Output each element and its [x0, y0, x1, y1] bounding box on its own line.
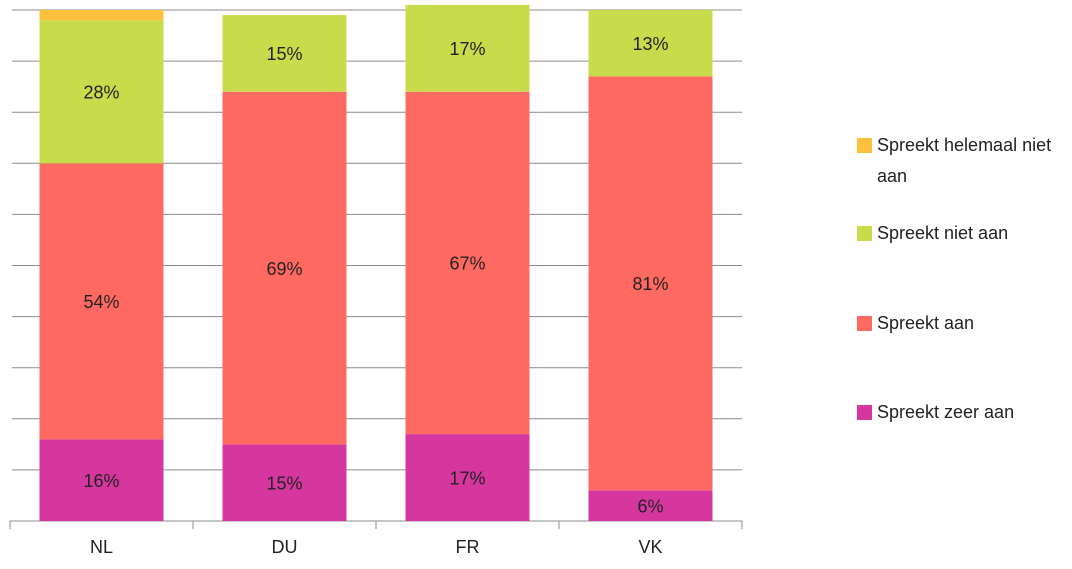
data-label: 17% — [449, 39, 485, 59]
x-tick-label: FR — [456, 537, 480, 557]
legend-label: Spreekt zeer aan — [877, 402, 1015, 422]
bar-segment — [405, 434, 530, 521]
x-tick-label: NL — [90, 537, 113, 557]
legend-swatch — [857, 316, 872, 331]
data-label: 13% — [632, 34, 668, 54]
legend-item: Spreekt aan — [857, 308, 1069, 339]
bar-segment — [222, 444, 347, 521]
legend-item: Spreekt niet aan — [857, 218, 1069, 249]
legend-label: Spreekt helemaal niet aan — [877, 135, 1052, 186]
legend-item: Spreekt zeer aan — [857, 397, 1069, 428]
data-label: 54% — [83, 292, 119, 312]
bar-segment — [222, 15, 347, 92]
data-label: 15% — [266, 44, 302, 64]
legend-item: Spreekt helemaal niet aan — [857, 130, 1069, 192]
bar-segment — [222, 91, 347, 445]
bar-segment — [588, 76, 713, 491]
data-label: 81% — [632, 274, 668, 294]
data-label: 16% — [83, 471, 119, 491]
bar-segment — [588, 10, 713, 77]
bar-segment — [39, 439, 164, 521]
legend-label: Spreekt niet aan — [877, 223, 1009, 243]
data-label: 6% — [637, 496, 663, 516]
bar-segment — [39, 10, 164, 21]
data-label: 69% — [266, 259, 302, 279]
bar-segment — [39, 20, 164, 164]
data-label: 15% — [266, 473, 302, 493]
bar-segment — [405, 91, 530, 435]
legend-label: Spreekt aan — [877, 313, 975, 333]
legend-swatch — [857, 405, 872, 420]
bar-segment — [405, 4, 530, 92]
bar-segment — [39, 163, 164, 440]
legend-swatch — [857, 138, 872, 153]
x-tick-label: VK — [638, 537, 662, 557]
x-tick-label: DU — [272, 537, 298, 557]
data-label: 28% — [83, 83, 119, 103]
data-label: 67% — [449, 254, 485, 274]
legend-swatch — [857, 226, 872, 241]
data-label: 17% — [449, 468, 485, 488]
bar-segment — [588, 490, 713, 521]
